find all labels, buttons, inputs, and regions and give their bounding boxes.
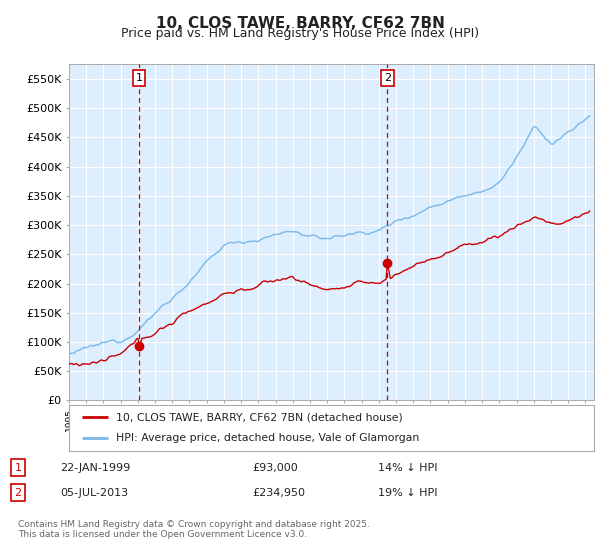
Text: HPI: Average price, detached house, Vale of Glamorgan: HPI: Average price, detached house, Vale… — [116, 433, 419, 444]
Text: £234,950: £234,950 — [252, 488, 305, 498]
Text: 05-JUL-2013: 05-JUL-2013 — [60, 488, 128, 498]
Text: 10, CLOS TAWE, BARRY, CF62 7BN: 10, CLOS TAWE, BARRY, CF62 7BN — [155, 16, 445, 31]
Text: 22-JAN-1999: 22-JAN-1999 — [60, 463, 130, 473]
Text: 1: 1 — [14, 463, 22, 473]
Text: £93,000: £93,000 — [252, 463, 298, 473]
Text: 19% ↓ HPI: 19% ↓ HPI — [378, 488, 437, 498]
Text: Contains HM Land Registry data © Crown copyright and database right 2025.
This d: Contains HM Land Registry data © Crown c… — [18, 520, 370, 539]
Text: 1: 1 — [136, 73, 142, 83]
Text: Price paid vs. HM Land Registry's House Price Index (HPI): Price paid vs. HM Land Registry's House … — [121, 27, 479, 40]
Text: 14% ↓ HPI: 14% ↓ HPI — [378, 463, 437, 473]
Text: 2: 2 — [14, 488, 22, 498]
Text: 10, CLOS TAWE, BARRY, CF62 7BN (detached house): 10, CLOS TAWE, BARRY, CF62 7BN (detached… — [116, 412, 403, 422]
Text: 2: 2 — [384, 73, 391, 83]
